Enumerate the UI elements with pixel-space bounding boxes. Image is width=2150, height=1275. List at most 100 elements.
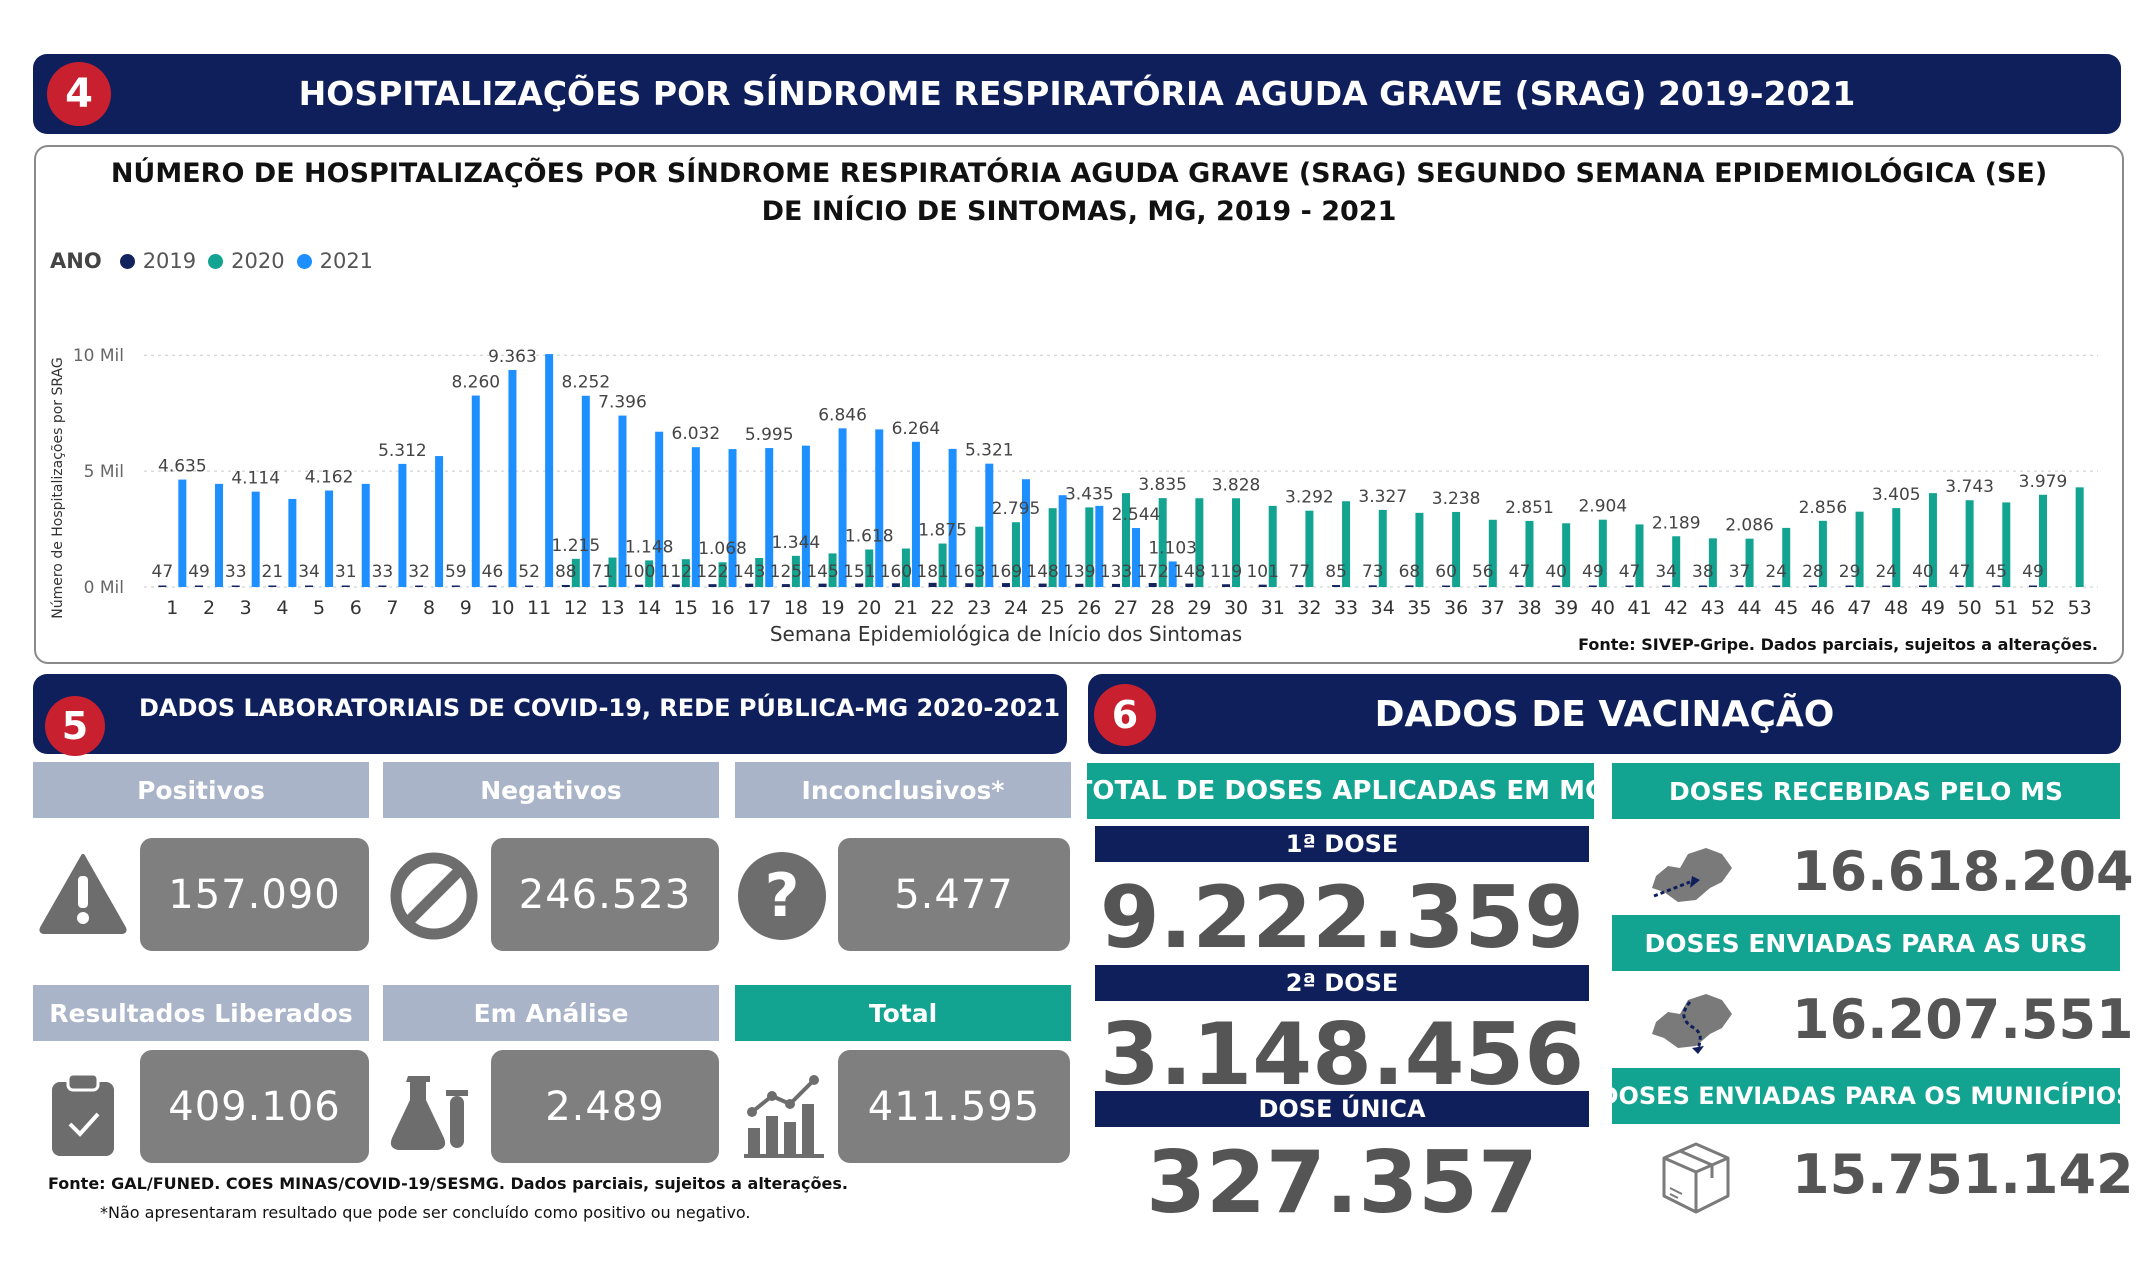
bar-2020-week-41 (1635, 524, 1644, 587)
inconclusivos-value: 5.477 (838, 838, 1070, 951)
resultados-liberados-header: Resultados Liberados (33, 985, 369, 1041)
bar-2019-week-36 (1442, 585, 1451, 587)
x-tick-label: 17 (747, 597, 771, 619)
data-label-2020-week-50: 3.743 (1945, 477, 1994, 497)
bar-2020-week-15 (681, 559, 690, 587)
bar-2019-week-27 (1112, 583, 1120, 587)
data-label-2021-week-19: 6.846 (818, 405, 867, 425)
x-tick-label: 44 (1737, 597, 1761, 619)
bar-2020-week-21 (901, 548, 910, 587)
data-label-2019-week-4: 21 (262, 562, 284, 582)
package-box-icon (1662, 1142, 1730, 1214)
bar-2021-week-15 (691, 447, 700, 587)
x-tick-label: 50 (1958, 597, 1982, 619)
bar-2019-week-11 (525, 585, 534, 587)
data-label-2019-week-32: 77 (1289, 562, 1311, 582)
x-tick-label: 11 (527, 597, 551, 619)
data-label-2019-week-13: 71 (592, 562, 614, 582)
bar-2021-week-20 (875, 429, 884, 587)
x-tick-label: 43 (1701, 597, 1725, 619)
bar-2020-week-16 (718, 562, 727, 587)
bar-2021-week-4 (288, 498, 297, 587)
bar-2019-week-4 (268, 585, 277, 587)
data-label-2019-week-38: 47 (1509, 562, 1531, 582)
data-label-2020-week-38: 2.851 (1505, 498, 1554, 518)
bar-2020-week-48 (1892, 508, 1901, 587)
doses-recebidas-value: 16.618.204 (1792, 840, 2134, 903)
data-label-2019-week-22: 181 (916, 562, 948, 582)
x-tick-label: 1 (166, 597, 178, 619)
bar-2019-week-15 (671, 584, 680, 587)
doses-urs-value: 16.207.551 (1792, 988, 2134, 1051)
bar-2019-week-3 (231, 585, 240, 587)
x-tick-label: 5 (313, 597, 325, 619)
bar-2019-week-6 (341, 585, 350, 587)
data-label-2020-week-12: 1.215 (551, 536, 600, 556)
bar-2021-week-13 (618, 415, 627, 587)
bar-2021-week-6 (361, 483, 370, 587)
bar-2019-week-30 (1222, 584, 1231, 587)
bar-2019-week-33 (1332, 585, 1341, 587)
bar-2020-week-37 (1488, 519, 1497, 587)
bar-2019-week-38 (1515, 585, 1524, 587)
srag-bar-chart: 0 Mil 5 Mil 10 Mil Número de Hospitalizaçõe… (50, 346, 2098, 646)
x-tick-label: 25 (1041, 597, 1065, 619)
section-4-title: HOSPITALIZAÇÕES POR SÍNDROME RESPIRATÓRI… (298, 74, 1856, 113)
data-label-2020-week-18: 1.344 (772, 533, 821, 553)
bar-2021-week-23 (985, 463, 994, 587)
bar-2020-week-24 (1011, 522, 1020, 587)
section-4-banner: 4 HOSPITALIZAÇÕES POR SÍNDROME RESPIRATÓ… (33, 54, 2121, 134)
section-6-badge: 6 (1094, 684, 1156, 746)
data-label-2020-week-26: 3.435 (1065, 484, 1114, 504)
bar-2020-week-32 (1305, 510, 1314, 587)
bar-2019-week-49 (1918, 585, 1927, 587)
em-analise-value: 2.489 (491, 1050, 719, 1163)
x-tick-label: 7 (386, 597, 398, 619)
bar-2019-week-26 (1075, 583, 1084, 587)
data-label-2019-week-36: 60 (1435, 562, 1457, 582)
legend-label-2021: 2021 (319, 249, 374, 273)
data-label-2019-week-52: 49 (2022, 562, 2044, 582)
data-label-2019-week-12: 88 (555, 562, 577, 582)
bar-2019-week-46 (1808, 585, 1817, 587)
data-label-2019-week-35: 68 (1399, 562, 1421, 582)
positivos-value: 157.090 (140, 838, 369, 951)
x-tick-label: 29 (1187, 597, 1211, 619)
x-tick-label: 18 (784, 597, 808, 619)
bar-2019-week-25 (1038, 583, 1047, 587)
data-label-2020-week-22: 1.875 (918, 521, 967, 541)
data-label-2019-week-24: 169 (990, 562, 1022, 582)
data-label-2019-week-26: 139 (1063, 562, 1095, 582)
data-label-2020-week-40: 2.904 (1578, 497, 1627, 517)
data-label-2019-week-50: 47 (1949, 562, 1971, 582)
chart-source: Fonte: SIVEP-Gripe. Dados parciais, suje… (1578, 635, 2098, 654)
data-label-2019-week-43: 38 (1692, 562, 1714, 582)
data-label-2019-week-5: 34 (298, 562, 320, 582)
mg-map-arrow-icon (1652, 848, 1732, 902)
x-tick-label: 24 (1004, 597, 1028, 619)
data-label-2019-week-15: 112 (660, 562, 692, 582)
bar-2019-week-48 (1882, 585, 1891, 587)
section-5-banner: 5 DADOS LABORATORIAIS DE COVID-19, REDE … (33, 674, 1067, 756)
x-tick-label: 30 (1224, 597, 1248, 619)
x-tick-label: 8 (423, 597, 435, 619)
bar-2019-week-23 (965, 583, 974, 587)
dose-unica-value: 327.357 (1146, 1133, 1538, 1233)
x-tick-label: 37 (1481, 597, 1505, 619)
x-tick-label: 3 (240, 597, 252, 619)
data-label-2019-week-3: 33 (225, 562, 247, 582)
data-label-2019-week-44: 37 (1729, 562, 1751, 582)
lab-source-note: Fonte: GAL/FUNED. COES MINAS/COVID-19/SE… (48, 1174, 848, 1193)
bar-2021-week-28 (1168, 561, 1177, 587)
y-tick-label: 0 Mil (84, 578, 124, 598)
x-tick-label: 12 (564, 597, 588, 619)
bar-2019-week-32 (1295, 585, 1304, 587)
data-label-2021-week-27: 2.544 (1112, 505, 1161, 525)
dose1-label: 1ª DOSE (1095, 826, 1589, 862)
bar-2020-week-20 (865, 549, 874, 587)
data-label-2021-week-23: 5.321 (965, 441, 1014, 461)
x-tick-label: 38 (1517, 597, 1541, 619)
data-label-2019-week-39: 40 (1545, 562, 1567, 582)
data-label-2021-week-7: 5.312 (378, 441, 427, 461)
data-label-2019-week-7: 33 (372, 562, 394, 582)
